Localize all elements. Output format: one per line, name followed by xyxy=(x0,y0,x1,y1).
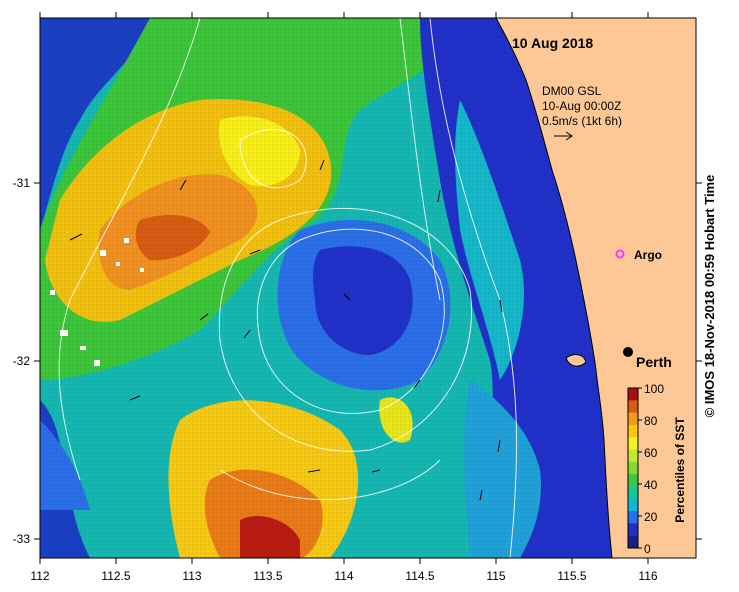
x-tick-label: 115 xyxy=(486,569,505,583)
argo-label: Argo xyxy=(634,248,662,262)
colorbar-cells xyxy=(628,388,638,549)
colorbar: 100 80 60 40 20 0 Percentiles of SST xyxy=(627,382,687,556)
x-tick-label: 112 xyxy=(30,569,49,583)
land-mass xyxy=(495,17,697,559)
credit-text: © IMOS 18-Nov-2018 00:59 Hobart Time xyxy=(702,174,717,418)
colorbar-cell xyxy=(628,498,638,512)
colorbar-tick: 20 xyxy=(644,510,658,524)
colorbar-cell xyxy=(628,523,638,537)
colorbar-tick: 40 xyxy=(644,478,658,492)
date-label: 10 Aug 2018 xyxy=(512,35,593,51)
colorbar-title: Percentiles of SST xyxy=(673,417,687,523)
x-tick-label: 114 xyxy=(334,569,353,583)
y-tick-label: -31 xyxy=(13,176,31,190)
vector-scale-arrow xyxy=(554,131,573,141)
x-tick-label: 112.5 xyxy=(101,569,130,583)
colorbar-cell xyxy=(628,461,638,475)
island xyxy=(565,354,587,367)
colorbar-cell xyxy=(628,412,638,426)
x-tick-label: 113.5 xyxy=(253,569,282,583)
x-axis-labels: 112 112.5 113 113.5 114 114.5 115 115.5 … xyxy=(30,569,657,583)
plot-frame xyxy=(39,17,697,559)
colorbar-tick: 0 xyxy=(644,542,651,556)
perth-label: Perth xyxy=(636,354,672,370)
colorbar-cell xyxy=(628,437,638,451)
perth-marker xyxy=(623,347,633,357)
colorbar-cell xyxy=(628,388,638,401)
y-axis-labels: -31 -32 -33 xyxy=(13,176,31,546)
colorbar-tick: 80 xyxy=(644,414,658,428)
colorbar-cell xyxy=(628,486,638,500)
colorbar-cell xyxy=(628,474,638,487)
x-tick-label: 113 xyxy=(182,569,201,583)
colorbar-cell xyxy=(628,400,638,414)
y-tick-label: -33 xyxy=(13,532,31,546)
colorbar-cell xyxy=(628,511,638,524)
x-tick-label: 114.5 xyxy=(405,569,434,583)
current-time-label: 10-Aug 00:00Z xyxy=(542,99,621,113)
y-tick-label: -32 xyxy=(13,354,31,368)
current-source-label: DM00 GSL xyxy=(542,84,602,98)
colorbar-cell xyxy=(628,424,638,438)
colorbar-cell xyxy=(628,449,638,463)
x-tick-label: 116 xyxy=(638,569,657,583)
vector-scale-label: 0.5m/s (1kt 6h) xyxy=(542,114,622,128)
x-tick-label: 115.5 xyxy=(557,569,586,583)
colorbar-cell xyxy=(628,535,638,549)
axis-ticks xyxy=(34,12,702,564)
colorbar-tick: 60 xyxy=(644,446,658,460)
argo-marker xyxy=(615,249,625,259)
colorbar-tick: 100 xyxy=(644,382,664,396)
